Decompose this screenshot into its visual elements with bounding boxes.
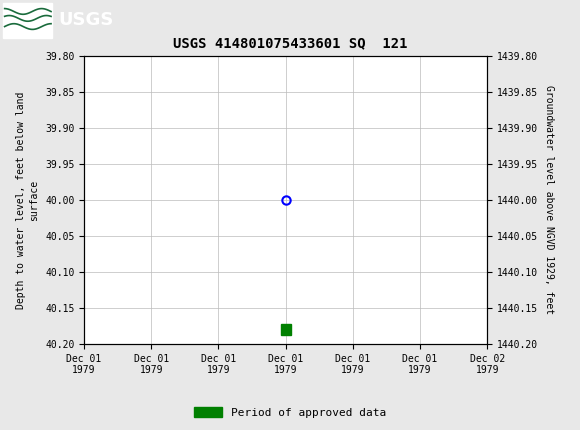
Bar [281, 324, 291, 335]
Y-axis label: Groundwater level above NGVD 1929, feet: Groundwater level above NGVD 1929, feet [543, 86, 553, 314]
Text: USGS: USGS [58, 12, 113, 29]
Bar [3, 3, 52, 37]
Text: USGS 414801075433601 SQ  121: USGS 414801075433601 SQ 121 [173, 37, 407, 51]
Legend: Period of approved data: Period of approved data [190, 403, 390, 422]
Y-axis label: Depth to water level, feet below land
surface: Depth to water level, feet below land su… [16, 91, 39, 309]
